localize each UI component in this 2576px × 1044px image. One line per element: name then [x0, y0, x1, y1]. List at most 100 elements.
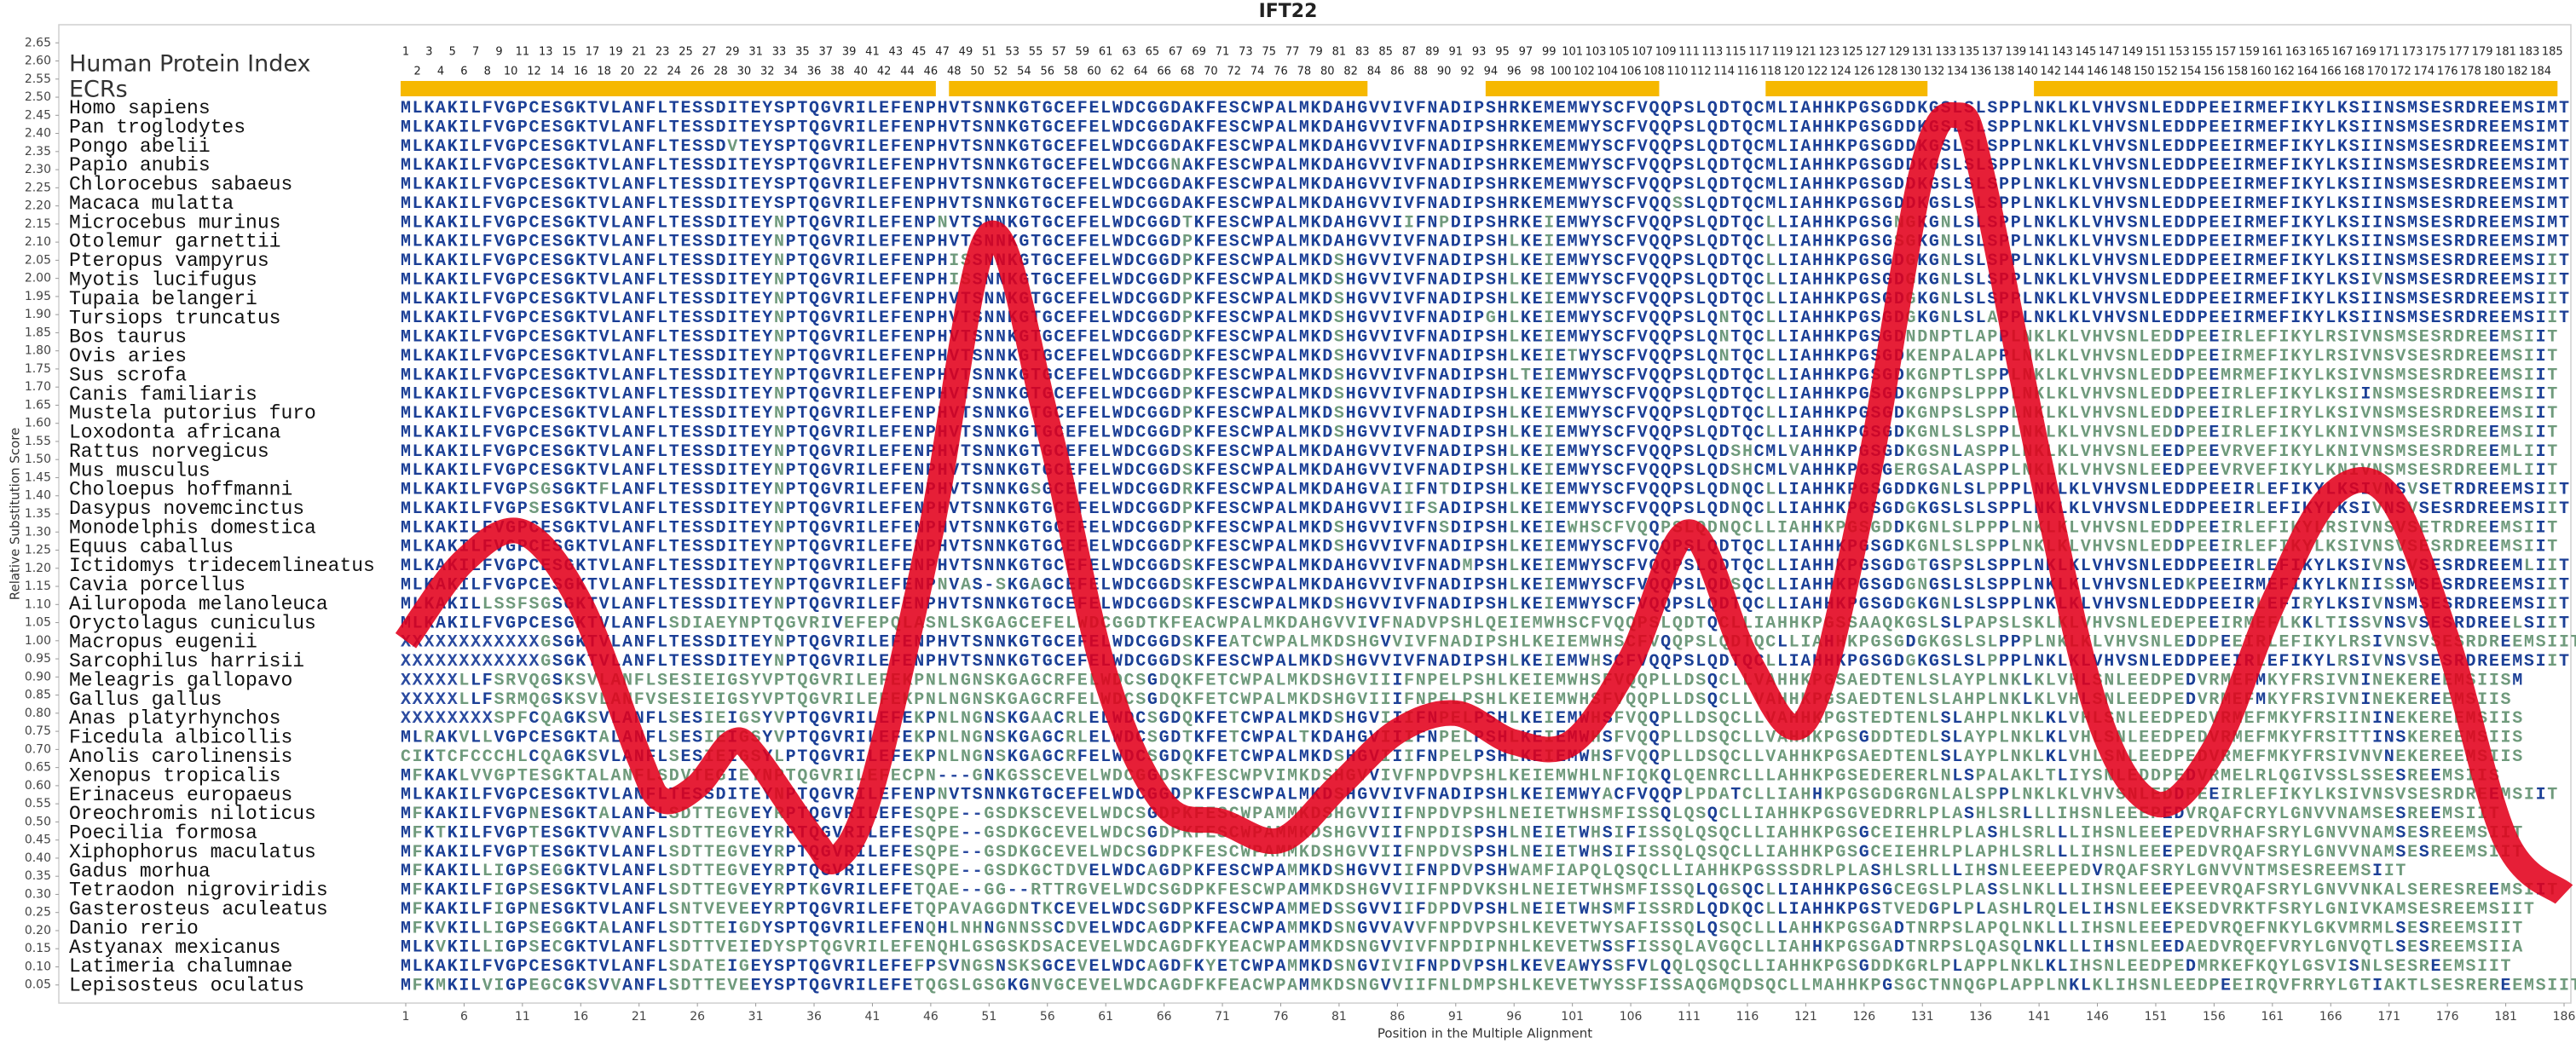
residue: H	[1812, 538, 1822, 557]
residue: D	[1322, 176, 1332, 195]
residue: Y	[762, 404, 772, 424]
residue: G	[1147, 347, 1158, 366]
residue: A	[622, 557, 632, 576]
residue: Y	[1591, 290, 1601, 309]
residue: T	[587, 137, 598, 157]
residue: H	[1346, 462, 1356, 482]
residue: R	[2442, 328, 2452, 348]
residue: W	[1252, 137, 1262, 157]
residue: P	[1672, 328, 1683, 348]
residue: P	[1999, 137, 2009, 157]
residue: R	[2244, 290, 2254, 309]
residue: M	[401, 309, 411, 328]
residue: F	[1626, 538, 1636, 557]
residue: C	[529, 251, 540, 271]
y-tick-label: 0.85	[25, 689, 51, 702]
residue: I	[2232, 156, 2243, 176]
residue: D	[2454, 424, 2464, 443]
protein-index: 121	[1795, 46, 1816, 59]
residue: M	[1299, 557, 1309, 576]
residue: K	[2069, 309, 2079, 328]
residue: K	[2069, 118, 2079, 138]
residue: Q	[1742, 156, 1753, 176]
residue: V	[2116, 156, 2126, 176]
residue: V	[1381, 137, 1391, 157]
residue: C	[1614, 328, 1624, 348]
residue: T	[587, 404, 598, 424]
residue: V	[1637, 538, 1648, 557]
residue: V	[1369, 538, 1379, 557]
residue: T	[587, 214, 598, 234]
residue: N	[984, 481, 994, 500]
residue: A	[1964, 462, 1974, 482]
protein-index: 177	[2448, 46, 2469, 59]
residue: P	[517, 404, 528, 424]
residue: I	[1462, 481, 1472, 500]
sequence: MLKAKILFVGPCESGKTVLANFLTESSDITEYNPTQGVRI…	[401, 251, 2569, 271]
protein-index: 145	[2075, 46, 2096, 59]
residue: G	[1357, 462, 1367, 482]
residue: I	[1789, 309, 1799, 328]
residue: T	[669, 481, 679, 500]
residue: S	[2419, 118, 2429, 138]
residue: E	[2198, 366, 2208, 386]
residue: V	[1369, 481, 1379, 500]
residue: M	[401, 366, 411, 386]
residue: N	[634, 251, 644, 271]
residue: I	[856, 366, 866, 386]
residue: N	[1929, 347, 1939, 366]
residue: I	[1462, 538, 1472, 557]
protein-index: 115	[1725, 46, 1747, 59]
residue: L	[1765, 538, 1776, 557]
residue: G	[1917, 538, 1927, 557]
residue: F	[482, 156, 493, 176]
residue: I	[2360, 499, 2371, 519]
residue: E	[1089, 214, 1099, 234]
residue: P	[1182, 519, 1193, 539]
residue: L	[471, 271, 481, 291]
protein-index: 169	[2355, 46, 2377, 59]
residue: I	[1789, 328, 1799, 348]
residue: H	[1346, 347, 1356, 366]
residue: Q	[809, 385, 819, 405]
residue: E	[751, 176, 761, 195]
residue: I	[1789, 271, 1799, 291]
residue: T	[739, 233, 749, 252]
residue: K	[448, 404, 458, 424]
residue: S	[2419, 271, 2429, 291]
residue: T	[1031, 442, 1041, 462]
residue: S	[1964, 481, 1974, 500]
residue: V	[2104, 424, 2114, 443]
residue: V	[494, 118, 504, 138]
residue: S	[692, 194, 702, 214]
residue: L	[1509, 309, 1519, 328]
residue: P	[517, 118, 528, 138]
residue: E	[1556, 404, 1566, 424]
residue: E	[1066, 328, 1076, 348]
residue: S	[973, 538, 983, 557]
residue: H	[1824, 156, 1834, 176]
residue: E	[2221, 481, 2231, 500]
residue: D	[2174, 538, 2184, 557]
residue: P	[1474, 385, 1484, 405]
residue: I	[2360, 156, 2371, 176]
residue: S	[2128, 156, 2138, 176]
residue: P	[517, 194, 528, 214]
residue: M	[2512, 137, 2522, 157]
residue: E	[903, 519, 913, 539]
residue: K	[1008, 118, 1018, 138]
residue: E	[2198, 347, 2208, 366]
residue: N	[2128, 347, 2138, 366]
residue: A	[1439, 424, 1449, 443]
residue: T	[587, 366, 598, 386]
residue: V	[1381, 557, 1391, 576]
residue: D	[2186, 251, 2196, 271]
residue: N	[634, 271, 644, 291]
residue: M	[2512, 251, 2522, 271]
residue: H	[1346, 99, 1356, 118]
residue: N	[634, 309, 644, 328]
residue: F	[1626, 309, 1636, 328]
residue: F	[1416, 118, 1426, 138]
residue: E	[2163, 290, 2173, 309]
protein-index: 185	[2542, 46, 2563, 59]
